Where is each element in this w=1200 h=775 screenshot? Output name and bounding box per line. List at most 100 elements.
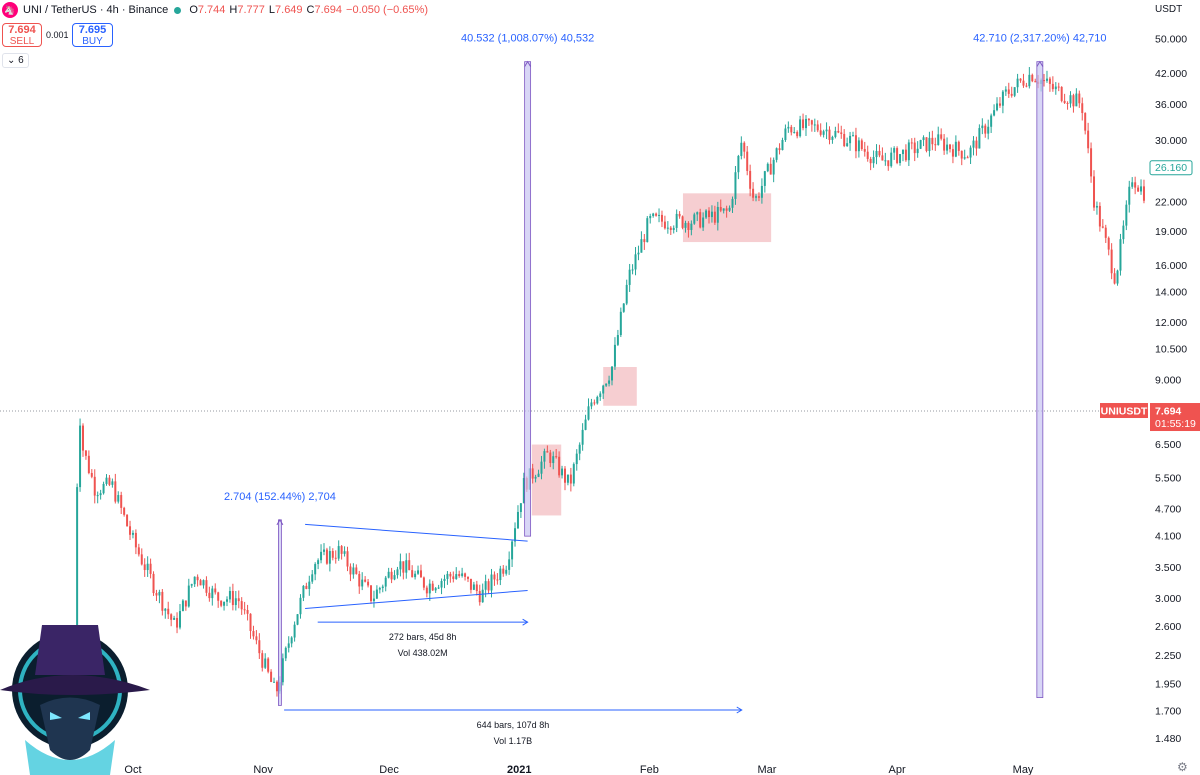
candle <box>904 149 907 161</box>
candle <box>428 583 431 594</box>
candle <box>1010 93 1013 96</box>
candle <box>105 477 108 484</box>
candle <box>1098 205 1101 227</box>
currency-label[interactable]: USDT <box>1155 4 1183 15</box>
candle <box>1110 249 1113 274</box>
price-tick-label: 2.600 <box>1155 621 1181 633</box>
candle <box>593 402 596 404</box>
candle <box>102 483 105 494</box>
candle <box>1028 74 1031 87</box>
candle <box>493 574 496 580</box>
candle <box>475 584 478 592</box>
last-price-value: 7.694 <box>1155 406 1181 418</box>
candle <box>449 573 452 577</box>
time-tick-label: May <box>1013 764 1034 775</box>
sell-button[interactable]: 7.694 SELL <box>2 23 42 47</box>
candle <box>678 213 681 217</box>
candle <box>346 551 349 567</box>
candle <box>660 214 663 222</box>
candle <box>519 503 522 512</box>
candle <box>79 425 82 488</box>
buy-label: BUY <box>82 36 103 47</box>
price-tick-label: 1.480 <box>1155 733 1181 745</box>
candle <box>781 139 784 151</box>
triangle-upper-line <box>305 523 528 542</box>
candle <box>190 584 193 586</box>
price-tick-label: 42.000 <box>1155 68 1187 80</box>
time-tick-label: Oct <box>124 764 141 775</box>
candle <box>810 120 813 125</box>
candle <box>940 134 943 139</box>
candle <box>828 129 831 140</box>
candle <box>176 617 179 628</box>
candle <box>946 144 949 151</box>
candle <box>913 142 916 154</box>
candle <box>264 658 267 668</box>
candle <box>822 131 825 135</box>
candle <box>769 163 772 175</box>
candle <box>1066 102 1069 104</box>
candle <box>211 588 214 599</box>
price-range-label: 40.532 (1,008.07%) 40,532 <box>461 33 594 45</box>
candle <box>337 546 340 559</box>
candle <box>422 577 425 588</box>
candle <box>293 624 296 638</box>
candle <box>934 144 937 146</box>
candle <box>134 532 137 548</box>
indicator-toggle[interactable]: ⌄ 6 <box>2 53 29 68</box>
candle <box>481 589 484 603</box>
candle <box>972 140 975 148</box>
candle <box>108 477 111 485</box>
candle <box>246 610 249 614</box>
candle <box>919 140 922 149</box>
candle <box>549 452 552 464</box>
candle <box>681 216 684 228</box>
settings-gear-icon[interactable]: ⚙ <box>1177 760 1188 774</box>
candle <box>948 144 951 150</box>
date-range-volume: Vol 1.17B <box>494 736 533 746</box>
price-range-bar <box>524 61 532 537</box>
candle <box>558 456 561 476</box>
candle <box>1095 205 1098 208</box>
candle <box>228 590 231 600</box>
candle <box>696 212 699 215</box>
candle <box>173 617 176 620</box>
candle <box>690 223 693 230</box>
date-range-volume: Vol 438.02M <box>398 648 448 658</box>
candle <box>878 150 881 156</box>
candle <box>890 152 893 167</box>
candle <box>314 564 317 575</box>
candle <box>969 147 972 158</box>
candle <box>320 551 323 561</box>
price-tick-label: 3.000 <box>1155 593 1181 605</box>
candle <box>143 564 146 571</box>
candle <box>743 142 746 152</box>
candle <box>837 130 840 133</box>
candle <box>146 563 149 571</box>
symbol-title[interactable]: UNI / TetherUS · 4h · Binance <box>23 4 169 16</box>
candle <box>675 213 678 228</box>
candle <box>584 419 587 430</box>
price-tick-label: 14.000 <box>1155 287 1187 299</box>
candle <box>214 588 217 593</box>
candle <box>355 567 358 574</box>
buy-button[interactable]: 7.695 BUY <box>72 23 113 47</box>
candle <box>763 171 766 186</box>
candle <box>807 118 810 121</box>
ohlc-key: C <box>306 4 315 16</box>
candle <box>546 451 549 453</box>
candle <box>1093 176 1096 208</box>
candle <box>866 151 869 159</box>
candle <box>790 126 793 133</box>
candle <box>928 137 931 151</box>
candle <box>205 580 208 593</box>
candle <box>469 578 472 590</box>
candle <box>611 366 614 381</box>
candle <box>893 148 896 153</box>
drawing-tools: 2.704 (152.44%) 2,704 40.532 (1,008.07%) … <box>224 33 1107 746</box>
candle <box>1134 182 1137 188</box>
date-range-arrow <box>522 618 529 626</box>
candle <box>387 571 390 578</box>
price-tick-label: 22.000 <box>1155 197 1187 209</box>
